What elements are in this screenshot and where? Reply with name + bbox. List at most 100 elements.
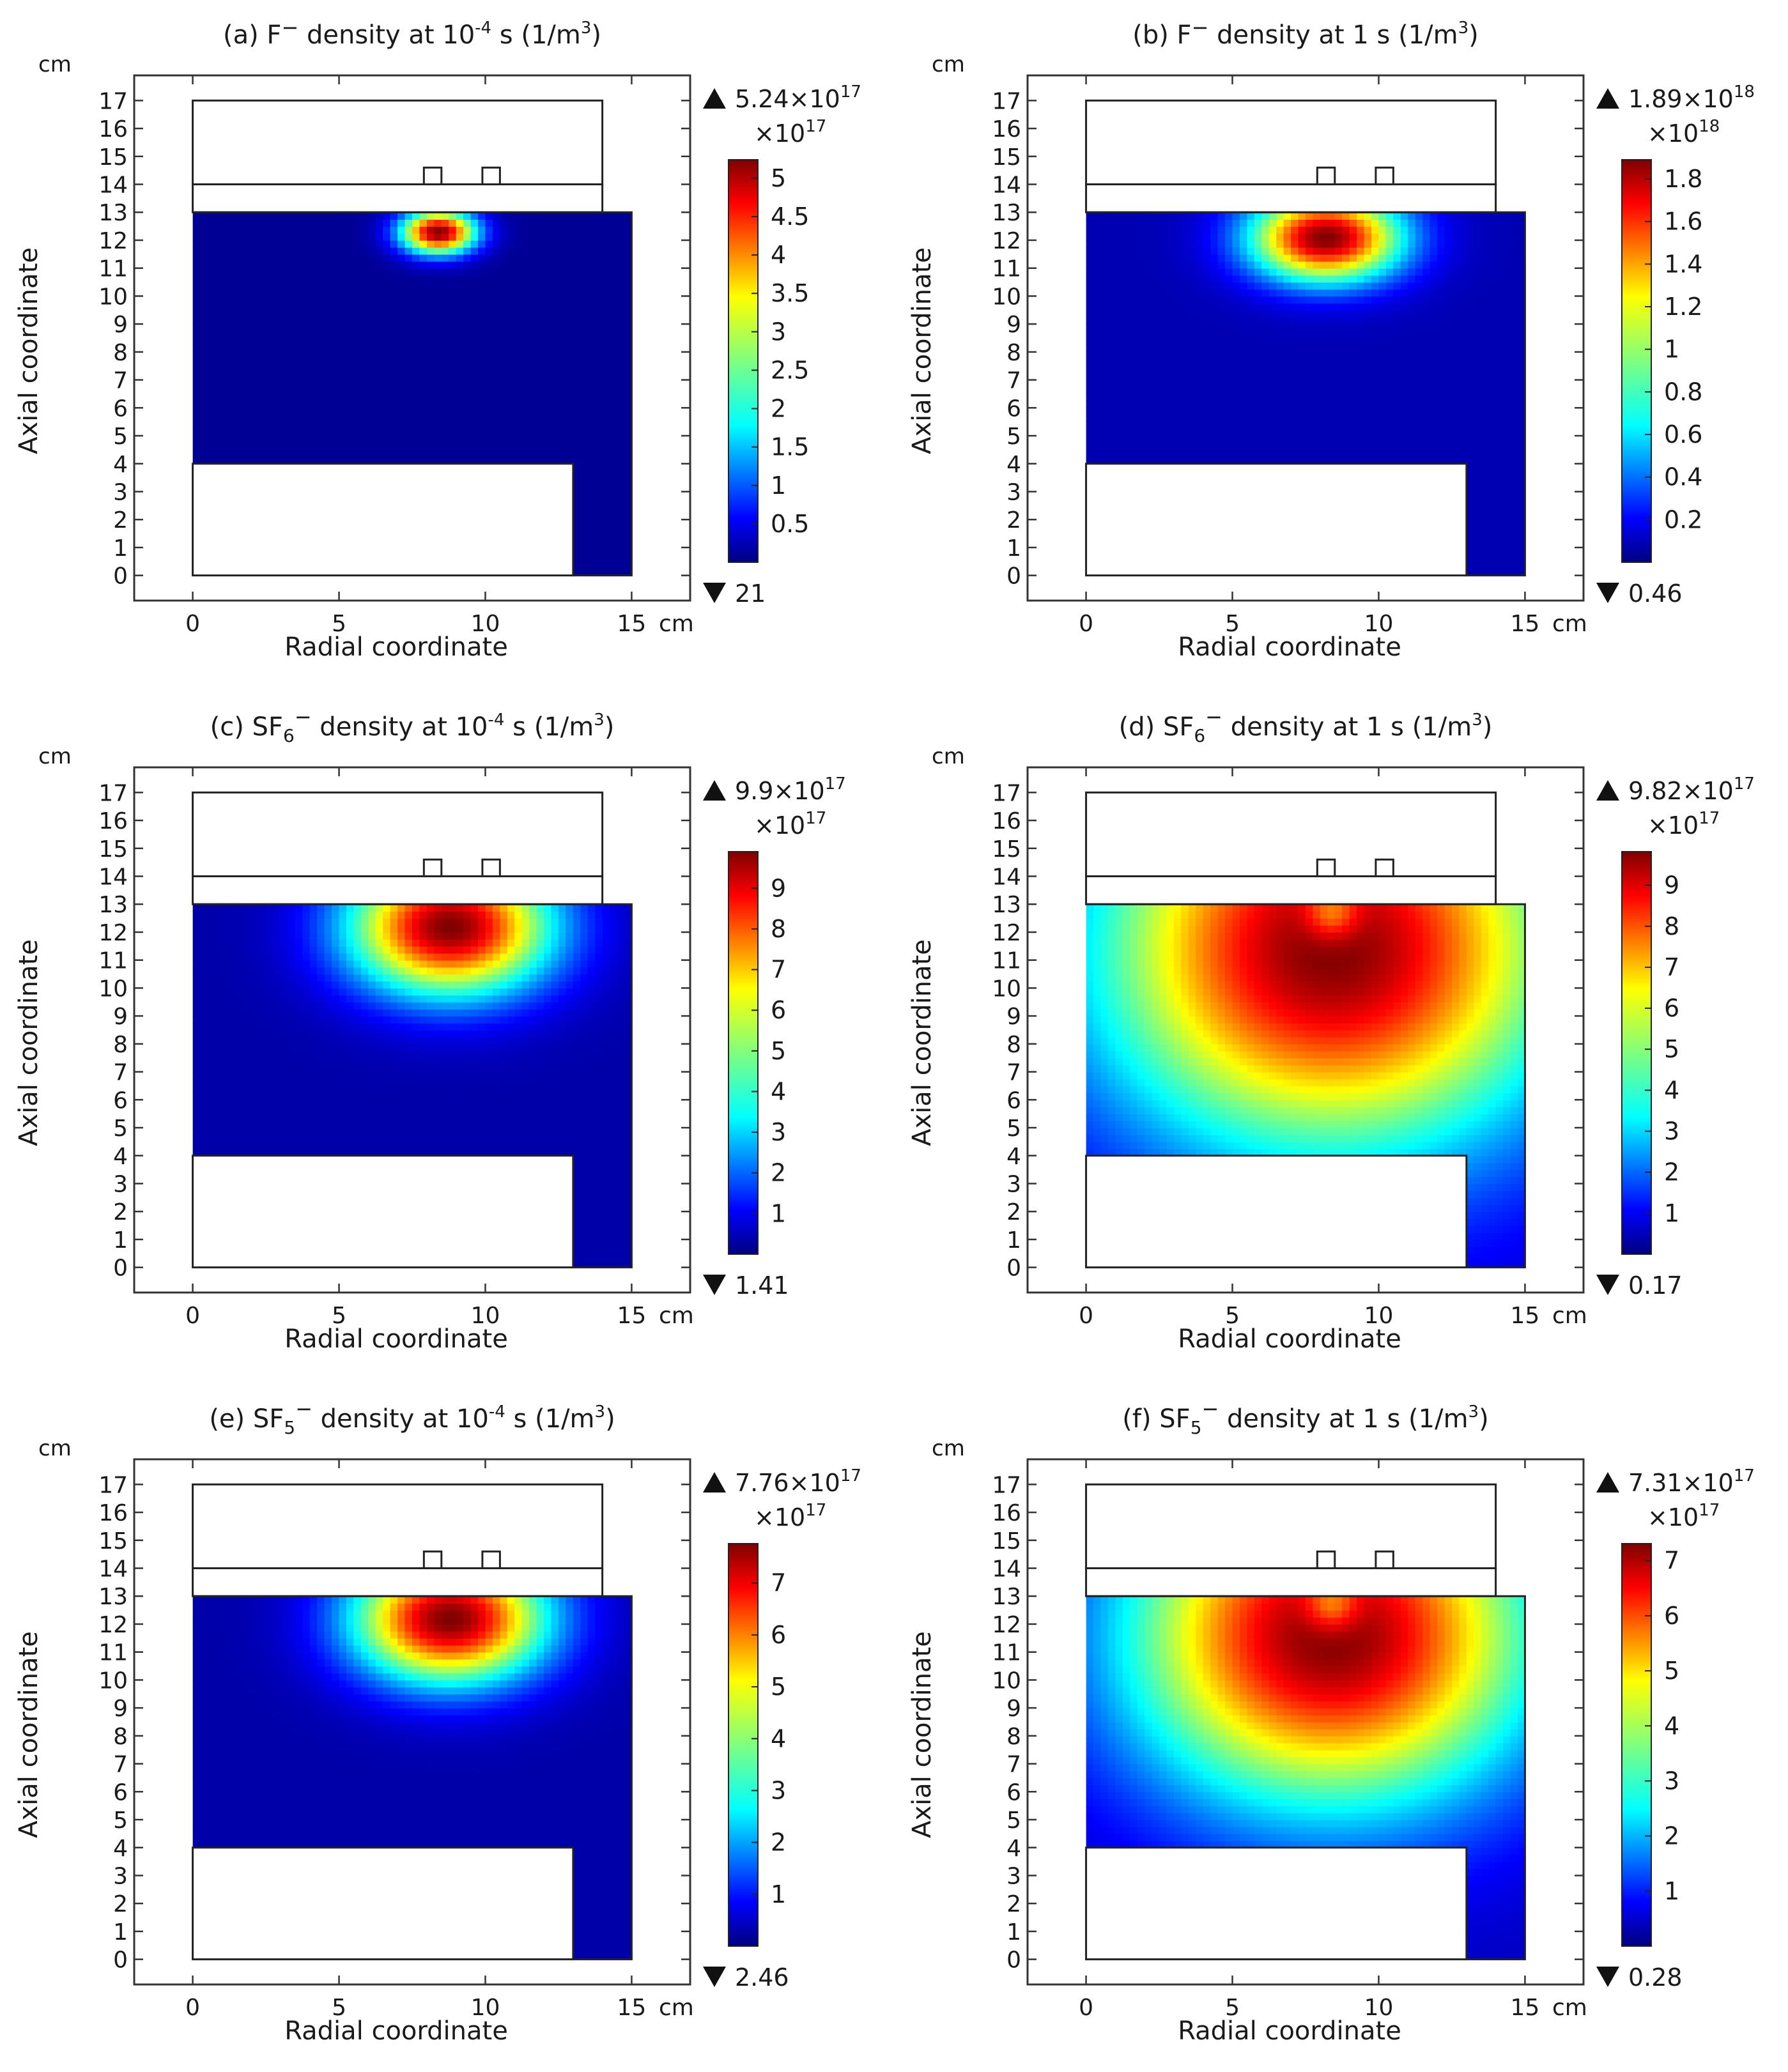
- axes-frame: [1026, 74, 1585, 602]
- max-value-label: 1.89×1018: [1628, 82, 1755, 113]
- reactor-geometry: [1085, 1483, 1526, 1961]
- y-tick-label: 10: [98, 284, 128, 310]
- y-tick-label: 13: [98, 892, 128, 918]
- y-tick-label: 6: [1006, 1779, 1021, 1806]
- max-value-label: 7.31×1017: [1628, 1466, 1755, 1497]
- title-species: (a) F: [223, 20, 281, 50]
- panel-a: (a) F− density at 10-4 s (1/m3)cm0123456…: [14, 15, 861, 662]
- min-triangle-icon: [1596, 583, 1619, 603]
- min-value-label: 0.46: [1628, 579, 1683, 608]
- y-tick-label: 14: [992, 1556, 1021, 1583]
- max-value-exponent: 17: [1734, 1466, 1755, 1485]
- y-tick-label: 9: [113, 312, 128, 338]
- title-text: density at 1 s (1/m: [1219, 1404, 1468, 1434]
- y-unit-label: cm: [932, 744, 965, 769]
- title-subscript: 6: [283, 725, 295, 746]
- colorbar-tick-label: 0.5: [771, 510, 809, 538]
- x-tick-label: 10: [471, 611, 500, 637]
- x-axis-label: Radial coordinate: [1178, 2016, 1401, 2046]
- y-tick-label: 10: [992, 976, 1021, 1002]
- title-charge: −: [295, 1397, 312, 1421]
- y-tick-label: 8: [1006, 1032, 1021, 1058]
- x-tick-label: 15: [617, 1995, 647, 2021]
- y-tick-label: 10: [98, 1668, 128, 1694]
- panel-title: (b) F− density at 1 s (1/m3): [1132, 15, 1479, 50]
- substrate-holder-outline: [1085, 1155, 1468, 1269]
- x-unit-label: cm: [1552, 611, 1587, 637]
- panel-title: (d) SF6− density at 1 s (1/m3): [1119, 705, 1493, 746]
- y-tick-label: 6: [1006, 395, 1021, 422]
- colorbar-tick-label: 1.8: [1664, 165, 1702, 193]
- title-text: density at 1 s (1/m: [1222, 712, 1472, 742]
- y-tick-label: 8: [113, 1032, 128, 1058]
- min-value-label: 0.17: [1628, 1271, 1683, 1300]
- x-tick-label: 5: [1225, 611, 1240, 637]
- heatmap-field: [1086, 212, 1525, 576]
- x-tick-label: 10: [471, 1303, 500, 1329]
- x-tick-label: 0: [185, 611, 200, 637]
- y-tick-label: 13: [98, 200, 128, 226]
- scale-mantissa: ×10: [754, 119, 805, 148]
- y-tick-label: 14: [98, 1556, 128, 1583]
- y-tick-label: 5: [113, 424, 128, 450]
- colorbar-tick-label: 0.6: [1664, 420, 1702, 449]
- colorbar-tick-label: 1.6: [1664, 208, 1702, 236]
- y-tick-label: 1: [113, 1919, 128, 1945]
- title-close: ): [1468, 20, 1479, 50]
- scale-exponent: 17: [1699, 1501, 1720, 1520]
- y-tick-label: 3: [113, 1863, 128, 1889]
- colorbar-tick-label: 4: [771, 241, 786, 269]
- y-tick-label: 12: [992, 228, 1021, 254]
- y-tick-label: 9: [113, 1004, 128, 1030]
- colorbar: [1621, 1543, 1652, 1947]
- colorbar-tick-label: 5: [1664, 1035, 1679, 1063]
- colorbar-tick-label: 1: [771, 472, 786, 500]
- substrate-holder-outline: [192, 1155, 574, 1269]
- panel-title: (e) SF5− density at 10-4 s (1/m3): [209, 1397, 615, 1438]
- x-unit-label: cm: [659, 611, 694, 637]
- x-tick-label: 5: [332, 1995, 346, 2021]
- colorbar-tick-label: 8: [1664, 912, 1679, 940]
- min-triangle-icon: [1596, 1967, 1619, 1987]
- y-tick-label: 1: [1006, 1919, 1021, 1945]
- y-tick-label: 5: [1006, 424, 1021, 450]
- coil-left-outline: [422, 1550, 443, 1570]
- colorbar-scale-label: ×1017: [1647, 1501, 1720, 1531]
- x-axis-label: Radial coordinate: [284, 2016, 508, 2046]
- colorbar-tick-label: 1.4: [1664, 250, 1702, 278]
- title-species: (e) SF: [209, 1404, 284, 1434]
- coil-right-outline: [481, 858, 501, 878]
- colorbar-tick-label: 0.2: [1664, 505, 1702, 533]
- min-value-label: 1.41: [735, 1271, 789, 1300]
- x-tick-label: 10: [1364, 611, 1394, 637]
- y-tick-label: 2: [113, 1199, 128, 1225]
- coil-right-outline: [1375, 858, 1394, 878]
- y-axis-label: Axial coordinate: [14, 1631, 43, 1838]
- title-close: ): [591, 20, 601, 50]
- title-text-2: s (1/m: [491, 20, 581, 50]
- panel-title: (c) SF6− density at 10-4 s (1/m3): [210, 705, 615, 746]
- x-tick-label: 10: [1364, 1303, 1394, 1329]
- y-tick-label: 7: [1006, 368, 1021, 394]
- x-axis-label: Radial coordinate: [1178, 633, 1401, 662]
- colorbar-scale-label: ×1017: [754, 809, 826, 840]
- y-tick-label: 15: [992, 1528, 1021, 1554]
- title-text: density at 10: [298, 20, 475, 50]
- y-tick-label: 9: [1006, 1004, 1021, 1030]
- colorbar-tick-label: 2: [771, 1159, 786, 1187]
- colorbar-tick-label: 6: [1664, 1602, 1679, 1630]
- x-unit-label: cm: [659, 1303, 694, 1329]
- title-species: (c) SF: [210, 712, 283, 742]
- max-triangle-icon: [1596, 88, 1619, 109]
- y-tick-label: 0: [113, 564, 128, 590]
- x-tick-label: 10: [1364, 1995, 1394, 2021]
- heatmap-field: [192, 1596, 632, 1960]
- y-tick-label: 8: [113, 340, 128, 366]
- y-tick-label: 4: [1006, 1144, 1021, 1170]
- y-axis-label: Axial coordinate: [907, 1631, 937, 1838]
- dielectric-window-outline: [1085, 183, 1497, 213]
- title-close: ): [1479, 1404, 1489, 1434]
- y-tick-label: 6: [113, 1087, 128, 1114]
- max-value-label: 7.76×1017: [735, 1466, 861, 1497]
